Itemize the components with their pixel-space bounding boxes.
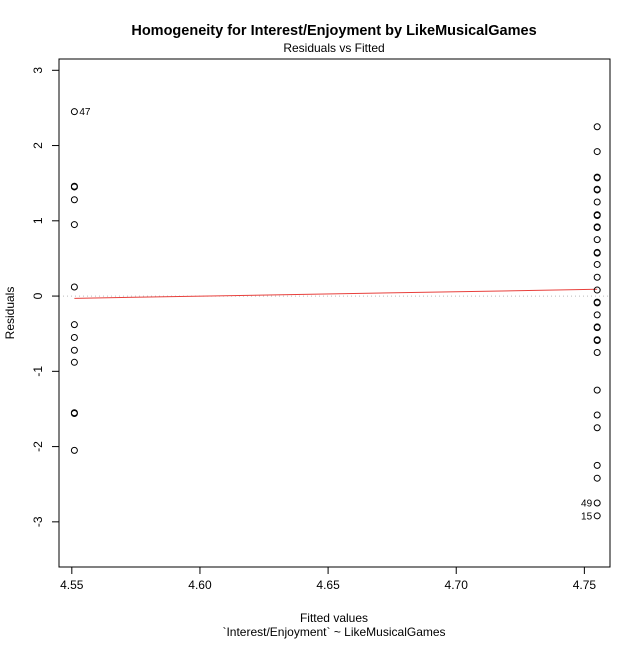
data-point [70, 346, 78, 354]
data-point [593, 249, 601, 257]
data-point [593, 212, 601, 220]
data-point [593, 424, 601, 432]
smooth-trend-line [74, 288, 598, 299]
smooth-line-layer [74, 288, 598, 299]
y-tick-label: -3 [31, 516, 45, 527]
data-points-layer [70, 108, 601, 520]
x-tick-label: 4.65 [316, 578, 340, 592]
data-point [593, 474, 601, 482]
data-point [593, 336, 601, 344]
x-tick-label: 4.75 [573, 578, 597, 592]
y-tick-label: 1 [31, 217, 45, 224]
y-tick-label: 2 [31, 142, 45, 149]
data-point [70, 221, 78, 229]
data-point [593, 311, 601, 319]
x-axis-sublabel: `Interest/Enjoyment` ~ LikeMusicalGames [222, 625, 445, 639]
y-axis-label: Residuals [3, 287, 17, 340]
point-label: 47 [79, 107, 91, 118]
data-point [593, 260, 601, 268]
plot-frame [58, 58, 611, 568]
point-label: 49 [581, 499, 593, 510]
y-tick-label: 0 [31, 292, 45, 299]
data-point [593, 499, 601, 507]
data-point [70, 358, 78, 366]
y-tick-label: -1 [31, 366, 45, 377]
data-point [593, 123, 601, 131]
x-axis-label: Fitted values [300, 611, 368, 625]
chart-title: Homogeneity for Interest/Enjoyment by Li… [131, 23, 536, 39]
data-point [70, 446, 78, 454]
y-axis: -3 -2 -1 0 1 2 3 [31, 67, 60, 527]
data-point [70, 108, 78, 116]
data-point [593, 386, 601, 394]
y-tick-label: 3 [31, 67, 45, 74]
point-label: 15 [581, 511, 593, 522]
data-point [593, 174, 601, 182]
data-point [70, 183, 78, 191]
data-point [70, 196, 78, 204]
y-tick-label: -2 [31, 441, 45, 452]
data-point [70, 409, 78, 417]
data-point [593, 236, 601, 244]
data-point [593, 349, 601, 357]
data-point [593, 198, 601, 206]
data-point [593, 512, 601, 520]
data-point [70, 321, 78, 329]
data-point [70, 333, 78, 341]
data-point [70, 283, 78, 291]
data-point [593, 324, 601, 332]
data-point [593, 299, 601, 307]
data-point [593, 148, 601, 156]
data-point [593, 224, 601, 232]
x-axis: 4.55 4.60 4.65 4.70 4.75 [60, 566, 597, 592]
chart-subtitle: Residuals vs Fitted [283, 41, 384, 55]
data-point [593, 273, 601, 281]
x-tick-label: 4.60 [188, 578, 212, 592]
x-tick-label: 4.70 [445, 578, 469, 592]
data-point [593, 461, 601, 469]
data-point [593, 186, 601, 194]
data-point [593, 286, 601, 294]
data-point [593, 411, 601, 419]
x-tick-label: 4.55 [60, 578, 84, 592]
